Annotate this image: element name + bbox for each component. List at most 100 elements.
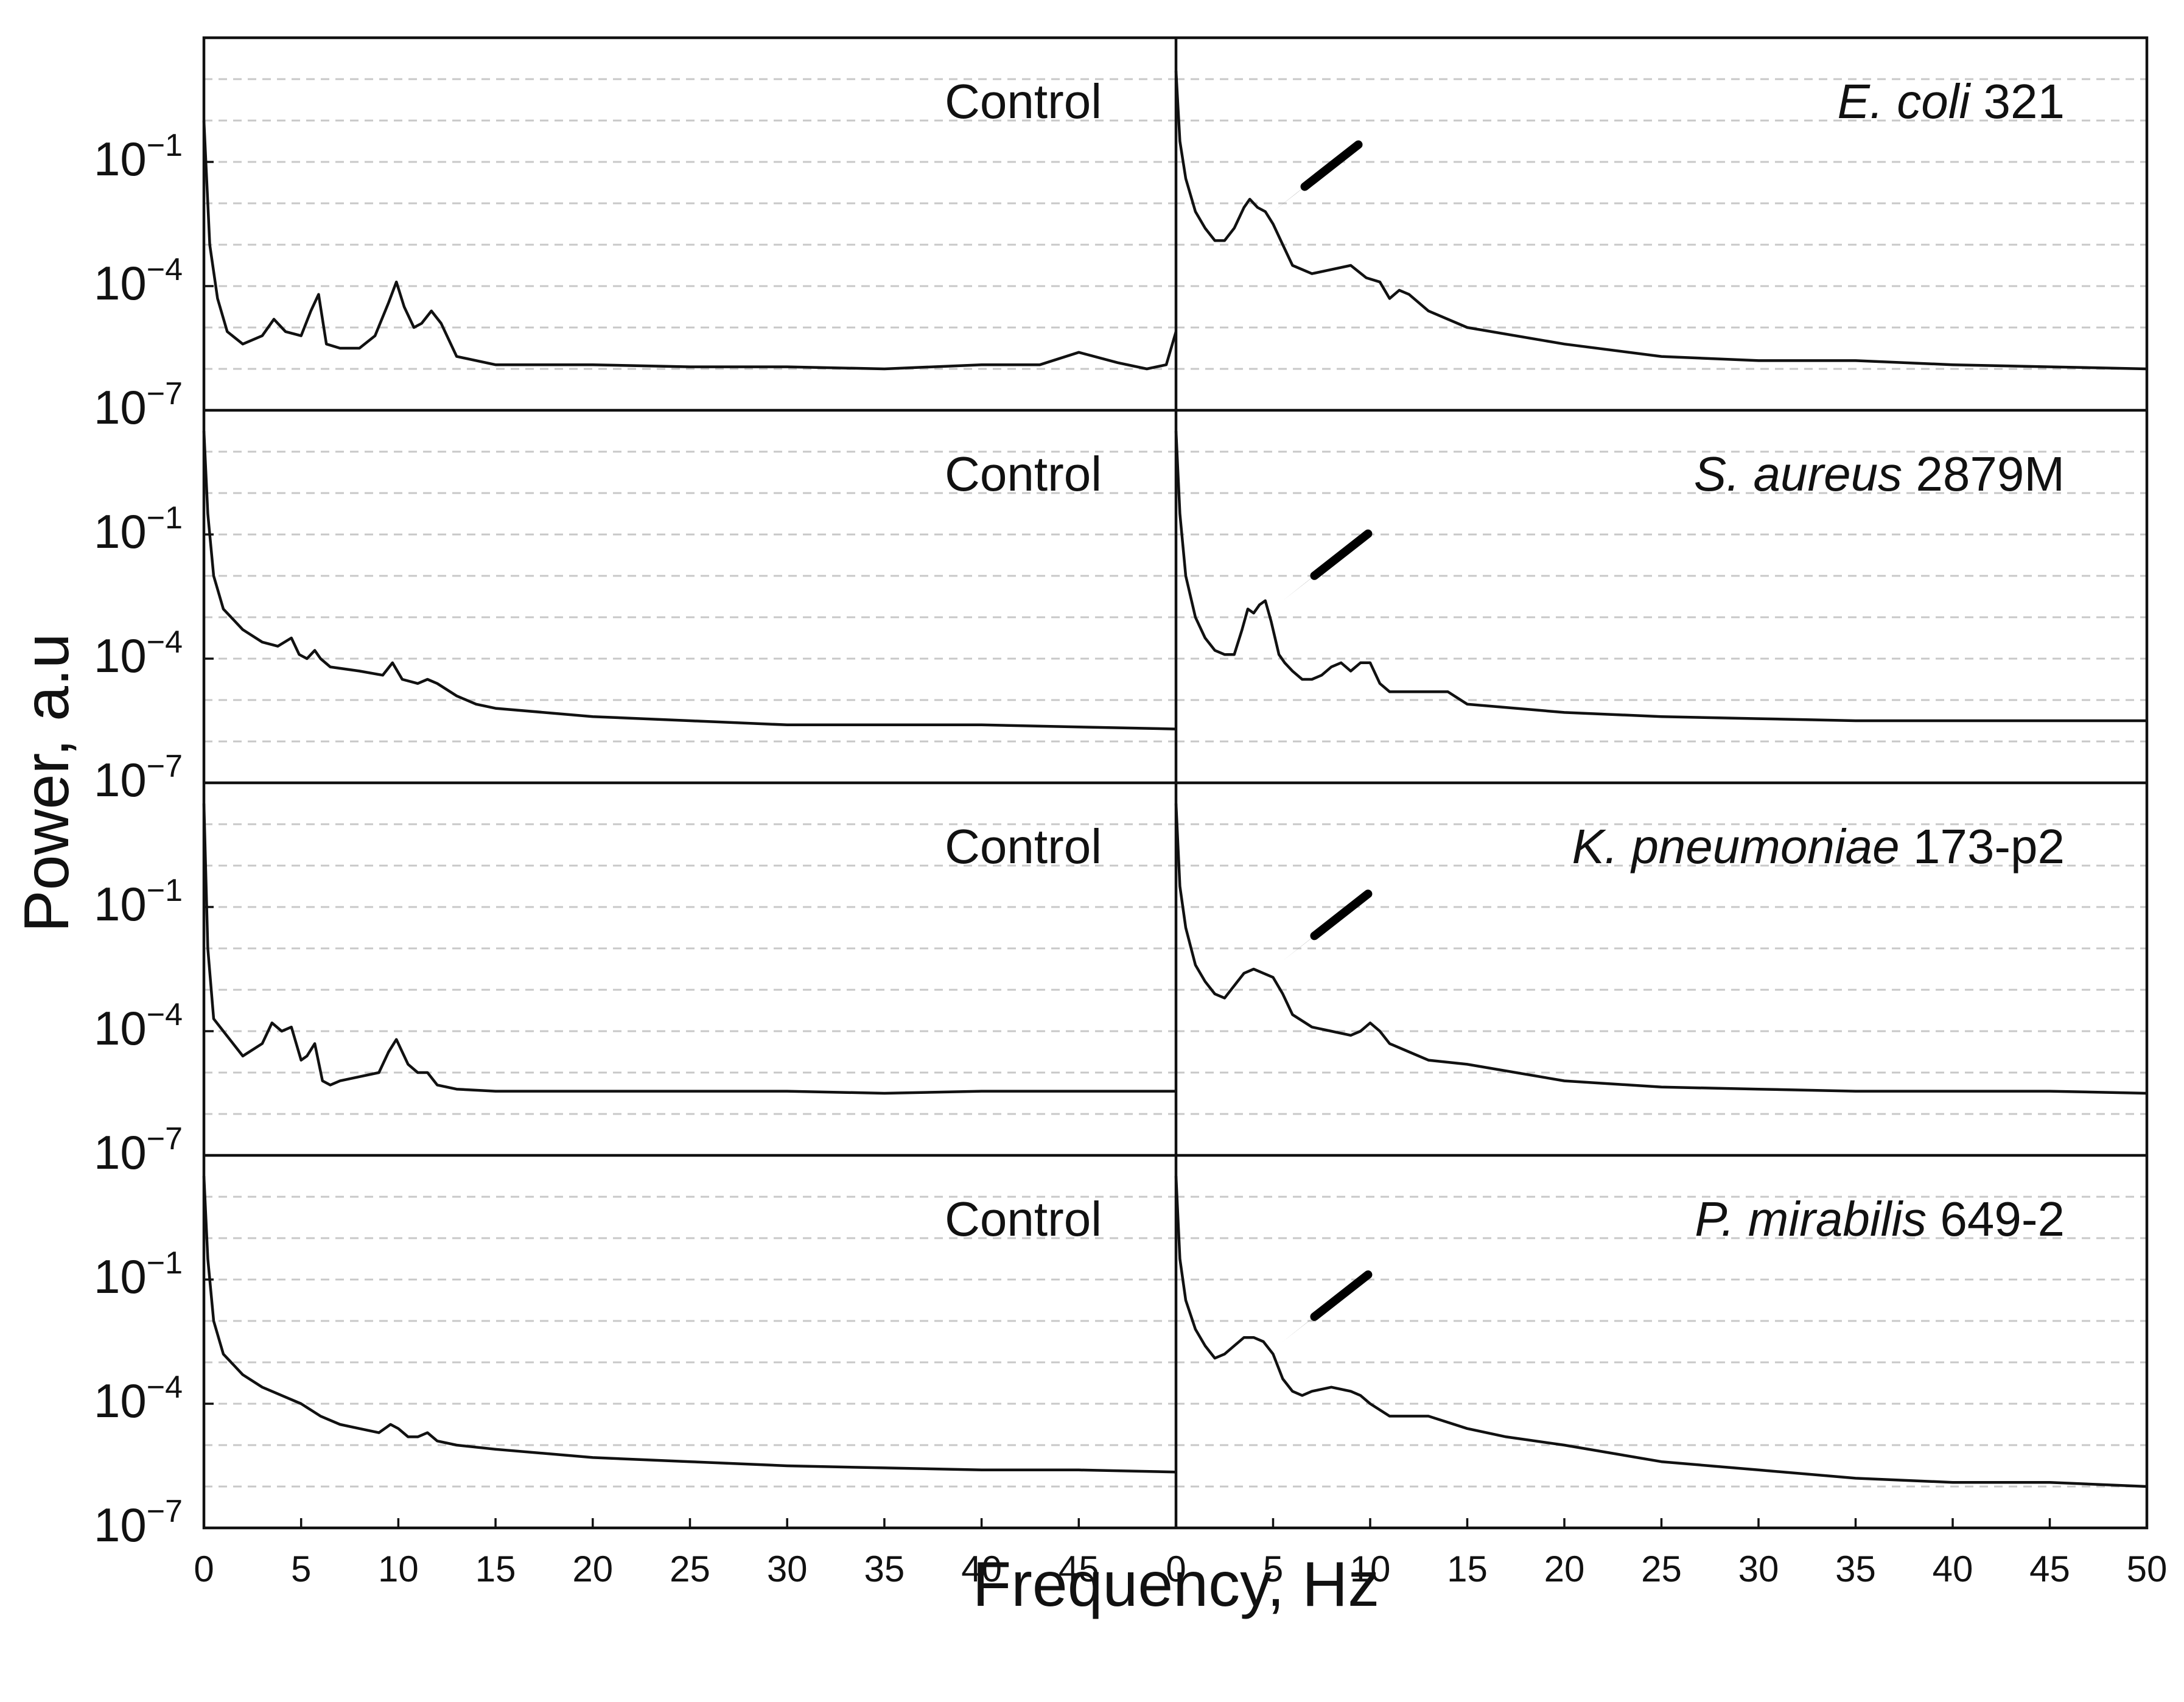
y-tick-base: 10: [94, 629, 147, 682]
y-tick-label: 10−1: [94, 500, 183, 558]
panel-label-italic: S. aureus: [1694, 447, 1902, 501]
panel-label-italic: E. coli: [1837, 74, 1971, 128]
y-tick-base: 10: [94, 380, 147, 434]
y-tick-label: 10−4: [94, 625, 183, 682]
y-tick-exponent: −7: [147, 376, 183, 411]
y-tick-label: 10−1: [94, 128, 183, 186]
panel-label-text: 321: [1970, 74, 2065, 128]
x-tick-label-right: 35: [1835, 1549, 1876, 1589]
y-tick-label: 10−7: [94, 1121, 183, 1179]
series-line-right-row2: [1174, 430, 2147, 723]
panel-label-italic: P. mirabilis: [1695, 1192, 1927, 1246]
series-line-left-row2: [202, 430, 1177, 730]
y-tick-base: 10: [94, 877, 147, 931]
arrow-shaft: [1310, 1270, 1373, 1321]
x-tick-label-right: 50: [2127, 1549, 2168, 1589]
panel-label-text: 2879M: [1902, 447, 2065, 501]
y-tick-base: 10: [94, 132, 147, 186]
panel-label-text: 649-2: [1927, 1192, 2065, 1246]
x-tick-label-left: 25: [670, 1549, 710, 1589]
panel-label: P. mirabilis 649-2: [1695, 1192, 2065, 1246]
y-tick-exponent: −4: [147, 1370, 183, 1405]
y-tick-base: 10: [94, 1498, 147, 1552]
x-tick-label-right: 45: [2029, 1549, 2070, 1589]
panel-label: E. coli 321: [1837, 74, 2065, 128]
x-tick-label-left: 20: [572, 1549, 613, 1589]
x-tick-label-right: 20: [1544, 1549, 1585, 1589]
arrow-head: [1283, 919, 1335, 961]
y-tick-base: 10: [94, 1250, 147, 1303]
y-tick-label: 10−1: [94, 1245, 183, 1303]
labels: Control E. coli 321 Control S. aureus 2879M…: [12, 74, 2167, 1620]
y-tick-base: 10: [94, 753, 147, 807]
arrow-shaft: [1310, 529, 1373, 580]
series-line-right-row4: [1174, 1175, 2147, 1488]
x-tick-label-right: 25: [1641, 1549, 1682, 1589]
y-tick-label: 10−7: [94, 1494, 183, 1552]
panel-label-text: Control: [945, 1192, 1102, 1246]
y-tick-label: 10−4: [94, 252, 183, 310]
x-tick-label-right: 15: [1447, 1549, 1488, 1589]
panel-label: Control: [945, 74, 1102, 128]
arrow-head: [1283, 1300, 1335, 1342]
arrow-layer: [1273, 140, 1373, 1342]
arrow-shaft: [1300, 140, 1363, 191]
panel-label-text: 173-p2: [1900, 819, 2065, 874]
y-tick-exponent: −1: [147, 128, 183, 163]
series-line-right-row3: [1174, 803, 2147, 1095]
x-tick-label-left: 15: [475, 1549, 516, 1589]
y-tick-exponent: −4: [147, 252, 183, 287]
panel-label-text: Control: [945, 447, 1102, 501]
series-line-left-row3: [202, 803, 1176, 1095]
y-tick-base: 10: [94, 1001, 147, 1055]
y-tick-label: 10−7: [94, 749, 183, 807]
y-tick-base: 10: [94, 1374, 147, 1427]
y-tick-base: 10: [94, 505, 147, 558]
panel-label-text: Control: [945, 819, 1102, 874]
x-tick-label-right: 30: [1738, 1549, 1779, 1589]
x-tick-label-right: 40: [1933, 1549, 1973, 1589]
x-axis-title: Frequency, Hz: [973, 1549, 1380, 1620]
series-line-left-row1: [202, 120, 1178, 371]
y-tick-exponent: −1: [147, 873, 183, 908]
y-axis-title: Power, a.u: [12, 633, 82, 932]
arrow-head: [1283, 559, 1335, 601]
axis-ticks: [203, 161, 2148, 1529]
x-tick-label-right: 5: [1263, 1549, 1283, 1589]
panel-label: K. pneumoniae 173-p2: [1572, 819, 2065, 874]
panel-label-italic: K. pneumoniae: [1572, 819, 1900, 874]
y-tick-label: 10−4: [94, 997, 183, 1055]
y-tick-exponent: −1: [147, 1245, 183, 1281]
y-tick-exponent: −1: [147, 500, 183, 536]
y-tick-exponent: −7: [147, 1494, 183, 1529]
x-tick-label-left: 35: [864, 1549, 905, 1589]
y-tick-label: 10−4: [94, 1370, 183, 1427]
x-tick-label-left: 0: [194, 1549, 214, 1589]
panel-label: Control: [945, 819, 1102, 874]
series-layer: [202, 71, 2147, 1488]
panel-label-text: Control: [945, 74, 1102, 128]
y-tick-label: 10−1: [94, 873, 183, 931]
x-tick-label-left: 40: [961, 1549, 1002, 1589]
y-tick-label: 10−7: [94, 376, 183, 434]
y-tick-exponent: −4: [147, 625, 183, 660]
series-line-right-row1: [1174, 71, 2147, 371]
x-tick-label-left: 5: [291, 1549, 311, 1589]
x-tick-label-left: 45: [1059, 1549, 1099, 1589]
series-line-left-row4: [202, 1175, 1177, 1474]
panel-label: Control: [945, 1192, 1102, 1246]
x-tick-label-right: 10: [1350, 1549, 1391, 1589]
y-tick-base: 10: [94, 1126, 147, 1179]
x-tick-label-left: 30: [767, 1549, 808, 1589]
panel-label: S. aureus 2879M: [1694, 447, 2065, 501]
y-tick-exponent: −7: [147, 1121, 183, 1157]
x-tick-label-right: 0: [1166, 1549, 1186, 1589]
x-tick-label-left: 10: [378, 1549, 419, 1589]
panel-frames: [202, 36, 2149, 1530]
arrow-shaft: [1310, 889, 1373, 940]
y-tick-exponent: −7: [147, 749, 183, 784]
y-tick-exponent: −4: [147, 997, 183, 1032]
panel-label: Control: [945, 447, 1102, 501]
arrow-head: [1273, 170, 1325, 212]
